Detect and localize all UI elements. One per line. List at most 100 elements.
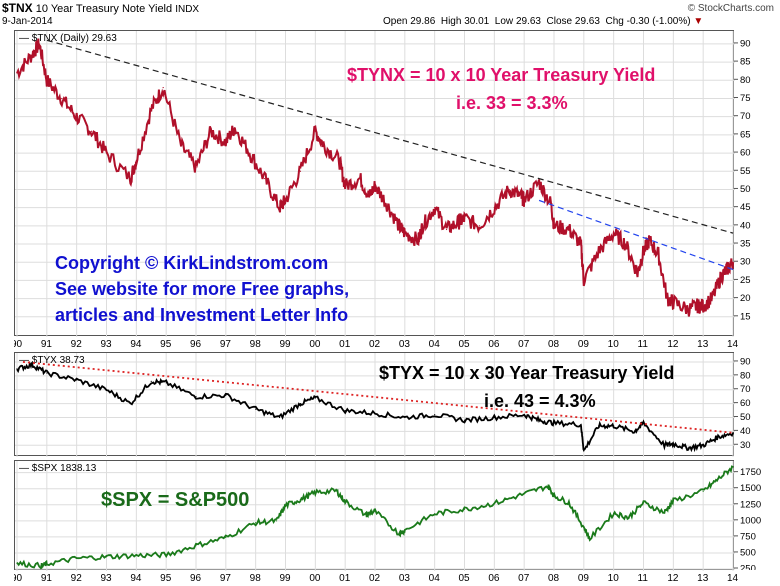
open-value: 29.86 — [410, 16, 436, 27]
data-point — [636, 272, 639, 274]
copyright-line2: See website for more Free graphs, — [55, 279, 350, 299]
down-arrow-icon: ▼ — [693, 16, 704, 27]
x-tick-label: 08 — [548, 573, 560, 584]
symbol: $TNX — [2, 1, 33, 15]
data-point — [314, 130, 316, 132]
data-point — [344, 409, 346, 412]
data-point — [90, 130, 93, 132]
quote-bar: Open 29.86 High 30.01 Low 29.63 Close 29… — [383, 16, 704, 27]
spx-panel: — $SPX 1838.13 $SPX = S&P500 — [14, 460, 735, 571]
long-term-trendline — [46, 39, 734, 234]
data-point — [583, 526, 585, 528]
data-point — [359, 177, 361, 180]
data-point — [129, 177, 131, 180]
data-point — [726, 268, 728, 271]
y-tick-label: 50 — [740, 412, 751, 423]
data-point — [129, 403, 131, 405]
data-point — [255, 522, 257, 524]
x-tick-label: 00 — [309, 573, 321, 584]
data-point — [613, 232, 615, 234]
data-point — [404, 232, 406, 234]
x-tick-label: 10 — [608, 339, 620, 350]
series-line — [16, 38, 734, 317]
credit: © StockCharts.com — [687, 3, 774, 14]
data-point — [672, 500, 674, 502]
y-tick-label: 80 — [740, 75, 751, 86]
data-point — [165, 382, 167, 384]
data-point — [162, 86, 164, 89]
data-point — [568, 228, 570, 231]
data-point — [255, 408, 257, 410]
y-tick-label: 500 — [740, 547, 756, 558]
data-point — [234, 127, 236, 129]
x-tick-label: 01 — [339, 573, 351, 584]
data-point — [568, 502, 570, 504]
y-tick-label: 70 — [740, 384, 751, 395]
y-tick-label: 50 — [740, 184, 751, 195]
x-tick-label: 04 — [429, 573, 441, 584]
data-point — [687, 308, 689, 311]
data-point — [225, 394, 227, 396]
x-tick-label: 92 — [71, 573, 83, 584]
data-point — [46, 372, 48, 374]
data-point — [225, 536, 227, 539]
y-tick-label: 750 — [740, 531, 756, 542]
data-point — [657, 254, 660, 256]
x-tick-label: 11 — [638, 573, 649, 584]
data-point — [46, 563, 48, 565]
security-name: 10 Year Treasury Note Yield — [35, 3, 173, 15]
x-tick-label: 00 — [309, 339, 321, 350]
legend-1: — $TYX 38.73 — [19, 355, 85, 366]
data-point — [523, 493, 525, 495]
data-point — [150, 380, 152, 382]
copyright-line1: Copyright © KirkLindstrom.com — [55, 253, 329, 273]
y-tick-label: 60 — [740, 398, 751, 409]
data-point — [446, 228, 448, 231]
data-point — [613, 512, 615, 514]
x-tick-label: 90 — [14, 339, 23, 350]
x-tick-label: 12 — [667, 339, 679, 350]
data-point — [284, 199, 287, 201]
x-tick-label: 13 — [697, 339, 709, 350]
x-tick-label: 08 — [548, 339, 560, 350]
x-tick-label: 04 — [429, 339, 441, 350]
x-tick-label: 01 — [339, 339, 351, 350]
y-tick-label: 30 — [740, 440, 751, 451]
data-point — [538, 181, 540, 183]
data-point — [365, 514, 367, 516]
data-point — [374, 510, 376, 512]
y-tick-label: 15 — [740, 311, 751, 322]
chart-date: 9-Jan-2014 — [2, 16, 53, 27]
data-point — [16, 562, 18, 564]
tnx-annotation-line1: $TYNX = 10 x 10 Year Treasury Yield — [347, 65, 656, 85]
data-point — [278, 207, 281, 209]
y-tick-label: 1500 — [740, 483, 761, 494]
data-point — [696, 305, 698, 307]
data-point — [463, 419, 466, 421]
data-point — [508, 188, 510, 191]
data-point — [275, 520, 278, 522]
x-tick-label: 07 — [518, 339, 530, 350]
data-point — [633, 430, 636, 432]
x-tick-label: 97 — [220, 573, 232, 584]
spx-y-axis: 250 500 750 1000 1250 1500 1750 — [734, 467, 761, 570]
x-tick-label: 98 — [250, 339, 262, 350]
series-line — [16, 360, 734, 453]
data-point — [284, 504, 287, 506]
data-point — [335, 490, 337, 492]
data-point — [264, 177, 266, 180]
data-point — [210, 130, 212, 132]
tnx-panel: — $TNX (Daily) 29.63 $TYNX = 10 x 10 Yea… — [14, 30, 735, 337]
legend-0: — $TNX (Daily) 29.63 — [19, 33, 117, 44]
data-point — [76, 379, 78, 381]
x-tick-label: 10 — [608, 573, 620, 584]
tnx-plot: — $TNX (Daily) 29.63 — [15, 31, 735, 337]
data-point — [299, 170, 302, 172]
x-tick-label: 97 — [220, 339, 232, 350]
y-tick-label: 30 — [740, 257, 751, 268]
data-point — [702, 490, 704, 492]
data-point — [150, 108, 152, 111]
x-tick-label: 06 — [488, 339, 500, 350]
data-point — [31, 364, 33, 366]
x-tick-label: 09 — [578, 339, 590, 350]
